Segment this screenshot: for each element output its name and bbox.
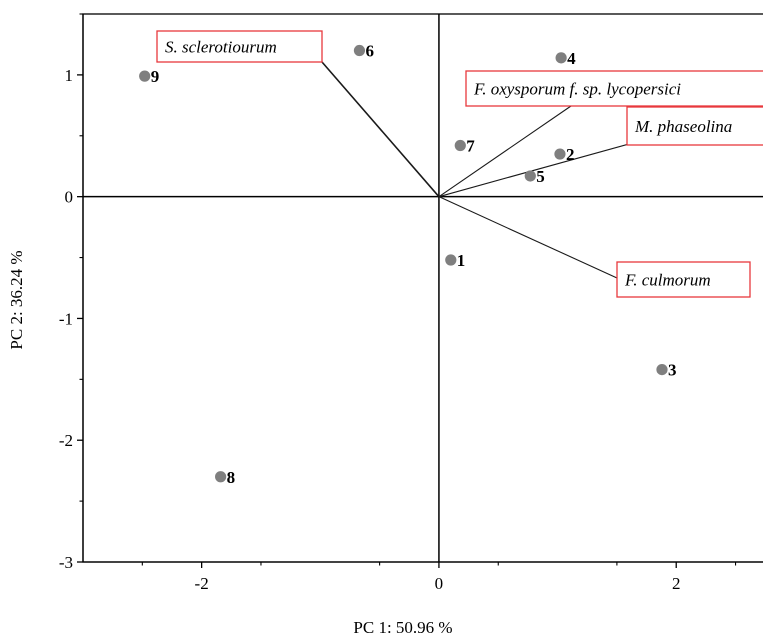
- sample-point-marker: [353, 44, 366, 57]
- sample-point-label: 6: [365, 42, 374, 61]
- loading-vector-label: F. oxysporum f. sp. lycopersici: [473, 80, 681, 99]
- sample-point: 9: [139, 67, 159, 86]
- sample-point: 5: [524, 167, 545, 186]
- loading-vector-label-box: [616, 261, 751, 298]
- sample-point-marker: [554, 148, 566, 160]
- sample-point-label: 8: [227, 468, 236, 487]
- loading-vector-line: [438, 141, 637, 198]
- sample-point: 3: [656, 361, 676, 380]
- sample-point-marker: [445, 254, 457, 266]
- sample-point-label: 5: [536, 167, 545, 186]
- y-tick-label: 0: [65, 188, 74, 207]
- loading-vector-label: M. phaseolina: [634, 117, 732, 136]
- x-tick-label: 0: [435, 574, 444, 593]
- loading-vector-line: [438, 196, 618, 279]
- sample-point-label: 3: [668, 361, 677, 380]
- y-tick-label: 1: [65, 66, 74, 85]
- sample-point-marker: [215, 471, 227, 483]
- sample-point: 2: [554, 145, 574, 164]
- sample-point-label: 2: [566, 145, 575, 164]
- loading-vector-line: [438, 105, 572, 198]
- sample-point-label: 1: [457, 251, 466, 270]
- y-tick-label: -2: [59, 431, 73, 450]
- sample-point-marker: [454, 139, 466, 152]
- y-tick-label: -1: [59, 309, 73, 328]
- loading-vector: F. oxysporum f. sp. lycopersici: [438, 70, 763, 198]
- sample-point-marker: [555, 52, 567, 64]
- sample-point: 7: [454, 137, 475, 156]
- sample-point-label: 7: [466, 137, 475, 156]
- loading-vector-label-box: [465, 70, 763, 107]
- sample-point-label: 9: [151, 67, 160, 86]
- sample-point-marker: [656, 363, 668, 376]
- x-axis-title: PC 1: 50.96 %: [353, 618, 452, 637]
- sample-point: 8: [215, 468, 235, 487]
- x-tick-label: 2: [672, 574, 681, 593]
- sample-point-marker: [524, 170, 536, 182]
- loading-vector-label: S. sclerotiourum: [165, 38, 277, 57]
- loading-vector: M. phaseolina: [438, 106, 763, 198]
- loading-vector-label: F. culmorum: [624, 271, 711, 290]
- y-tick-label: -3: [59, 553, 73, 572]
- sample-point-marker: [139, 70, 151, 82]
- x-tick-label: -2: [195, 574, 209, 593]
- loading-vector-line: [321, 61, 440, 198]
- y-axis-title: PC 2: 36.24 %: [7, 250, 26, 349]
- sample-point: 1: [445, 251, 465, 270]
- loading-vector-label-box: [626, 106, 763, 146]
- sample-point: 6: [353, 42, 374, 61]
- sample-point: 4: [555, 49, 576, 68]
- loading-vector: S. sclerotiourum: [156, 30, 440, 198]
- sample-point-label: 4: [567, 49, 576, 68]
- loading-vector-label-box: [156, 30, 323, 63]
- loading-vector: F. culmorum: [438, 196, 751, 298]
